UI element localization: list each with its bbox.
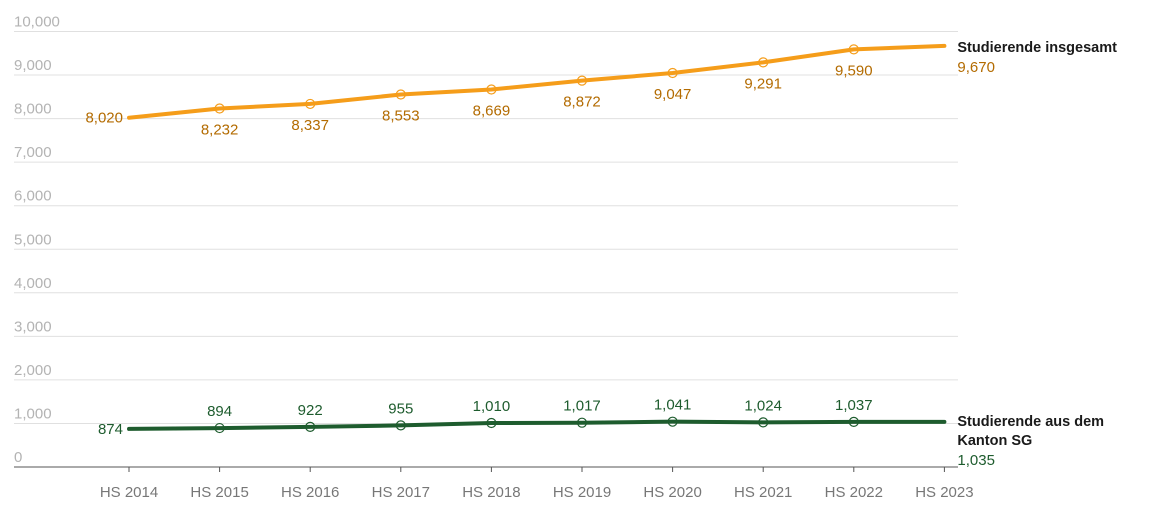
data-labels: 8,020 8,232 8,337 8,553 8,669 8,872 9,047 9,291… xyxy=(85,62,872,438)
series xyxy=(127,43,947,434)
x-axis: HS 2014 HS 2015 HS 2016 HS 2017 HS 2018 HS 20… xyxy=(14,466,974,501)
data-label: 9,047 xyxy=(654,86,692,103)
data-label: 8,553 xyxy=(382,108,420,125)
data-point xyxy=(576,417,588,428)
data-point xyxy=(667,416,678,427)
data-point xyxy=(214,422,225,434)
data-label: 955 xyxy=(388,400,413,417)
series-name-label: Kanton SG xyxy=(957,433,1032,449)
y-tick-label: 4,000 xyxy=(14,275,52,292)
x-tick-label: HS 2017 xyxy=(372,484,430,501)
x-tick-label: HS 2018 xyxy=(462,484,520,501)
data-label: 874 xyxy=(98,421,123,438)
data-label: 8,669 xyxy=(473,102,511,119)
series-last-value: 1,035 xyxy=(957,452,995,469)
data-point xyxy=(395,89,406,100)
series-line xyxy=(127,43,947,120)
data-label: 1,037 xyxy=(835,397,873,414)
data-label: 8,872 xyxy=(563,94,601,111)
gridlines xyxy=(14,31,958,424)
series-line xyxy=(127,419,947,431)
x-tick-label: HS 2015 xyxy=(190,484,248,501)
data-label: 922 xyxy=(298,402,323,419)
data-label: 1,024 xyxy=(744,397,782,414)
data-point xyxy=(486,84,497,95)
x-tick-label: HS 2016 xyxy=(281,484,339,501)
data-point xyxy=(395,420,406,431)
data-label: 9,590 xyxy=(835,62,873,79)
series-name-label: Studierende insgesamt xyxy=(957,40,1117,56)
x-tick-label: HS 2023 xyxy=(915,484,973,501)
data-point xyxy=(305,421,316,432)
y-tick-label: 8,000 xyxy=(14,101,52,118)
data-point xyxy=(214,103,225,114)
y-tick-label: 3,000 xyxy=(14,318,52,335)
data-label: 1,017 xyxy=(563,398,601,415)
series-end-labels: Studierende insgesamt 9,670 Studierende au… xyxy=(957,40,1117,469)
data-label: 9,291 xyxy=(744,75,782,92)
data-point xyxy=(848,416,859,427)
y-tick-label: 6,000 xyxy=(14,188,52,205)
data-point xyxy=(576,75,588,86)
series-last-value: 9,670 xyxy=(957,59,995,76)
series-kanton-sg xyxy=(127,416,947,434)
data-point xyxy=(758,417,769,428)
series-total xyxy=(127,43,947,120)
data-point xyxy=(848,44,859,55)
y-tick-label: 1,000 xyxy=(14,405,52,422)
data-label: 1,041 xyxy=(654,397,692,414)
data-label: 8,337 xyxy=(291,117,329,134)
y-axis-ticks: 0 1,000 2,000 3,000 4,000 5,000 6,000 7,000 8,00… xyxy=(14,14,60,467)
y-tick-label: 7,000 xyxy=(14,144,52,161)
data-point xyxy=(305,98,316,110)
x-tick-label: HS 2019 xyxy=(553,484,611,501)
y-tick-label: 9,000 xyxy=(14,57,52,74)
data-label: 1,010 xyxy=(473,398,511,415)
y-tick-label: 0 xyxy=(14,449,22,466)
data-label: 894 xyxy=(207,403,232,420)
data-point xyxy=(486,417,497,429)
x-tick-label: HS 2021 xyxy=(734,484,792,501)
data-point xyxy=(758,57,769,68)
y-tick-label: 10,000 xyxy=(14,14,60,31)
y-tick-label: 5,000 xyxy=(14,231,52,248)
series-name-label: Studierende aus dem xyxy=(957,414,1104,430)
x-tick-label: HS 2014 xyxy=(100,484,158,501)
x-tick-label: HS 2020 xyxy=(643,484,701,501)
x-tick-label: HS 2022 xyxy=(825,484,883,501)
data-point xyxy=(667,67,678,79)
y-tick-label: 2,000 xyxy=(14,362,52,379)
data-label: 8,232 xyxy=(201,121,239,138)
data-label: 8,020 xyxy=(85,110,123,127)
